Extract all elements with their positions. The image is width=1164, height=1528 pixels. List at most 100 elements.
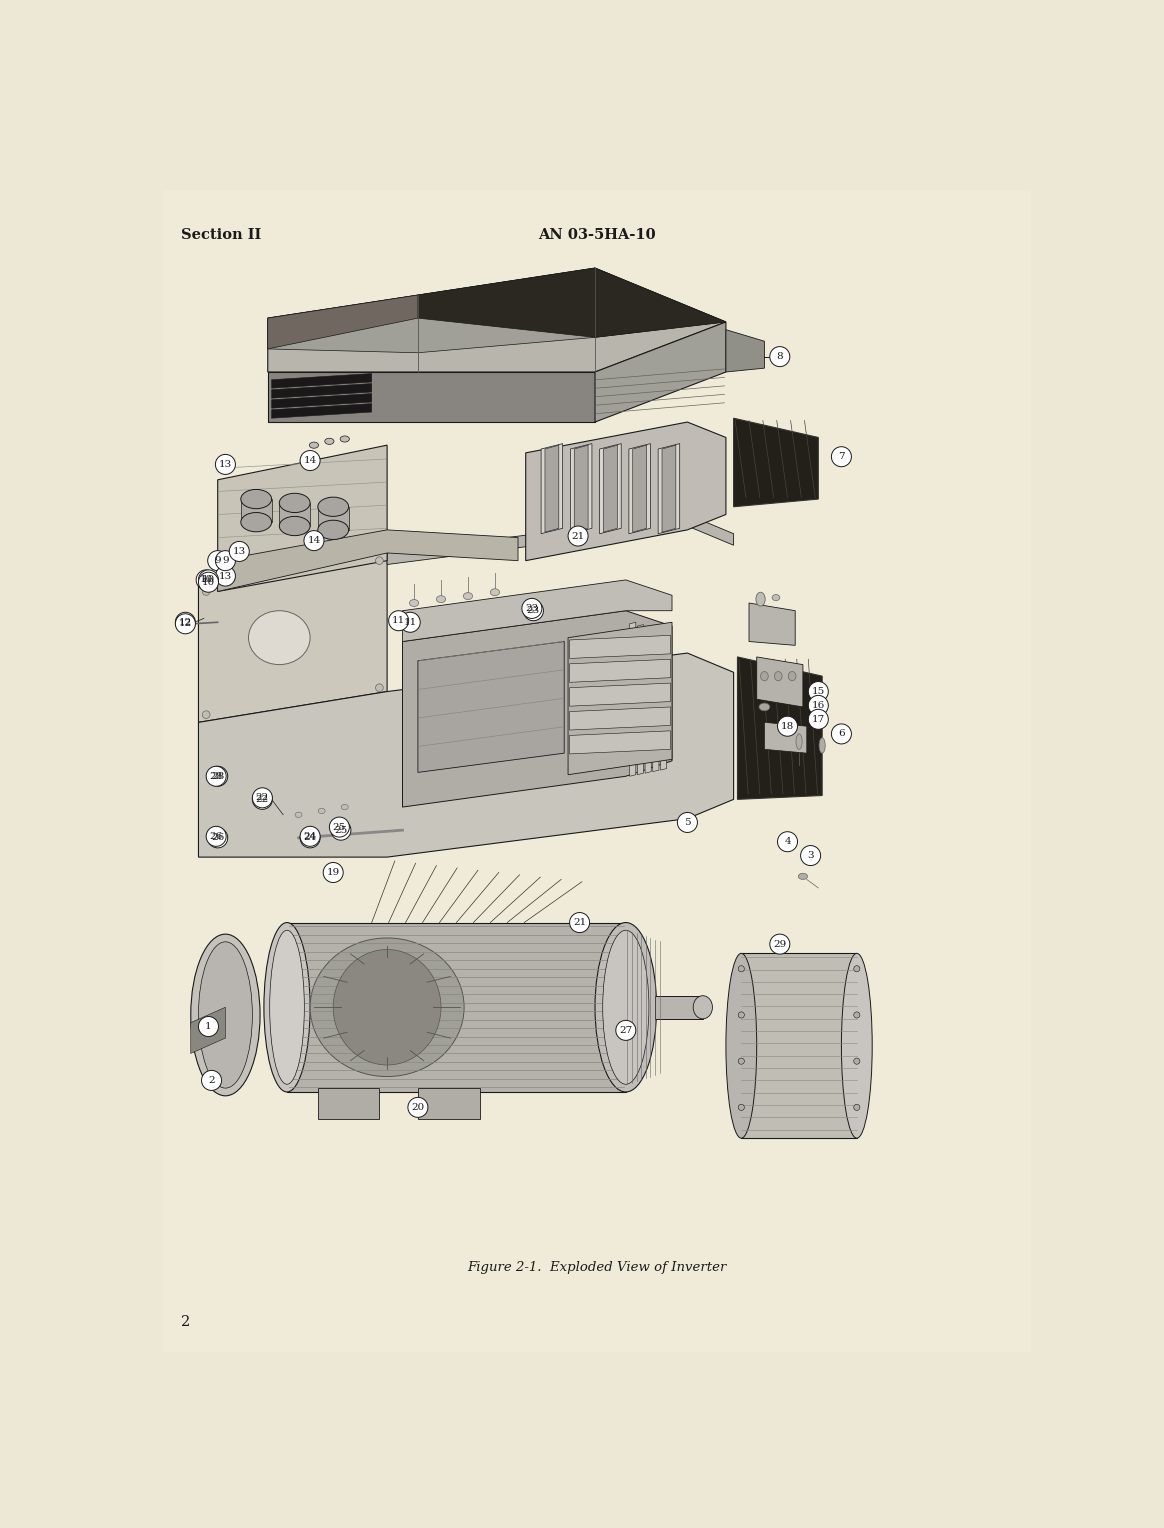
- Polygon shape: [726, 330, 765, 371]
- Text: 24: 24: [304, 833, 317, 842]
- Circle shape: [389, 611, 409, 631]
- Text: 21: 21: [572, 532, 584, 541]
- Circle shape: [198, 571, 219, 593]
- Text: 10: 10: [201, 576, 215, 584]
- Polygon shape: [268, 295, 418, 348]
- Text: Figure 2-1.  Exploded View of Inverter: Figure 2-1. Exploded View of Inverter: [467, 1261, 726, 1274]
- Polygon shape: [630, 622, 636, 776]
- Ellipse shape: [241, 489, 271, 509]
- Polygon shape: [757, 657, 803, 707]
- Ellipse shape: [738, 1105, 745, 1111]
- Polygon shape: [569, 659, 670, 683]
- Circle shape: [324, 862, 343, 883]
- Ellipse shape: [738, 1012, 745, 1018]
- Circle shape: [831, 446, 851, 466]
- Text: 12: 12: [179, 617, 192, 626]
- Circle shape: [569, 912, 590, 932]
- Text: 23: 23: [527, 607, 540, 616]
- Polygon shape: [218, 530, 518, 591]
- Polygon shape: [603, 445, 617, 532]
- Circle shape: [831, 724, 851, 744]
- Text: 18: 18: [781, 721, 794, 730]
- Text: 15: 15: [811, 688, 825, 697]
- Polygon shape: [645, 626, 651, 773]
- Circle shape: [808, 695, 829, 715]
- Polygon shape: [388, 515, 733, 564]
- Ellipse shape: [774, 671, 782, 681]
- Circle shape: [206, 766, 226, 787]
- Polygon shape: [418, 642, 565, 773]
- Ellipse shape: [203, 711, 210, 718]
- Ellipse shape: [595, 923, 656, 1093]
- Polygon shape: [403, 581, 672, 642]
- Polygon shape: [271, 384, 371, 399]
- Ellipse shape: [376, 556, 383, 564]
- Ellipse shape: [853, 1012, 860, 1018]
- Ellipse shape: [340, 435, 349, 442]
- Ellipse shape: [318, 497, 348, 516]
- Ellipse shape: [310, 442, 319, 448]
- Text: 28: 28: [210, 772, 222, 781]
- Circle shape: [778, 717, 797, 736]
- Circle shape: [215, 550, 235, 570]
- Circle shape: [253, 790, 272, 810]
- Ellipse shape: [198, 941, 253, 1088]
- Circle shape: [568, 526, 588, 545]
- Circle shape: [229, 541, 249, 561]
- Circle shape: [331, 821, 350, 840]
- Text: 1: 1: [205, 1022, 212, 1031]
- Ellipse shape: [176, 620, 186, 628]
- Polygon shape: [569, 707, 670, 730]
- Text: 22: 22: [256, 793, 269, 802]
- Ellipse shape: [463, 593, 473, 599]
- Polygon shape: [191, 1007, 226, 1053]
- Text: 29: 29: [773, 940, 787, 949]
- Text: 9: 9: [214, 556, 221, 565]
- Ellipse shape: [279, 494, 310, 512]
- Circle shape: [616, 1021, 636, 1041]
- Ellipse shape: [853, 966, 860, 972]
- Ellipse shape: [296, 811, 301, 817]
- Circle shape: [808, 681, 829, 701]
- Circle shape: [521, 599, 542, 619]
- Circle shape: [300, 827, 320, 847]
- Ellipse shape: [853, 1105, 860, 1111]
- Polygon shape: [403, 611, 672, 807]
- Polygon shape: [241, 500, 271, 523]
- Circle shape: [300, 828, 320, 848]
- Ellipse shape: [241, 512, 271, 532]
- Circle shape: [176, 613, 196, 633]
- Circle shape: [769, 347, 790, 367]
- Ellipse shape: [203, 588, 210, 596]
- Text: 19: 19: [327, 868, 340, 877]
- Polygon shape: [653, 630, 659, 772]
- Ellipse shape: [799, 874, 808, 880]
- Polygon shape: [318, 507, 348, 530]
- Text: Section II: Section II: [180, 228, 261, 241]
- Ellipse shape: [270, 931, 304, 1085]
- Circle shape: [300, 451, 320, 471]
- Text: 25: 25: [333, 822, 346, 831]
- Ellipse shape: [310, 938, 464, 1077]
- Polygon shape: [418, 1088, 480, 1118]
- Ellipse shape: [796, 733, 802, 749]
- Text: 8: 8: [776, 351, 783, 361]
- Ellipse shape: [341, 804, 348, 810]
- Polygon shape: [418, 267, 726, 338]
- Ellipse shape: [819, 738, 825, 753]
- Polygon shape: [218, 445, 388, 591]
- Polygon shape: [318, 1088, 379, 1118]
- Polygon shape: [268, 371, 595, 422]
- Text: 14: 14: [304, 455, 317, 465]
- Text: 27: 27: [619, 1025, 632, 1034]
- Ellipse shape: [436, 596, 446, 602]
- Circle shape: [524, 601, 544, 620]
- Ellipse shape: [325, 439, 334, 445]
- Text: 9: 9: [222, 556, 228, 565]
- Polygon shape: [569, 683, 670, 706]
- Polygon shape: [595, 322, 726, 422]
- Text: 3: 3: [808, 851, 814, 860]
- Ellipse shape: [760, 671, 768, 681]
- Ellipse shape: [264, 923, 310, 1093]
- Ellipse shape: [490, 588, 499, 596]
